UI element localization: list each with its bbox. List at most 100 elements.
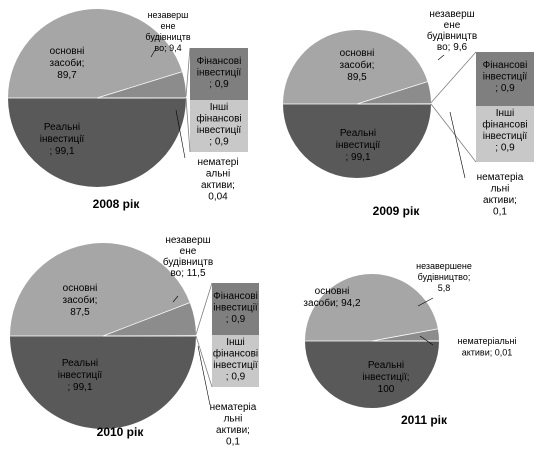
breakdown-label-financial-investments-line: ; 0,9	[495, 83, 515, 94]
label-unfinished-construction: незаверш ене будівництв во; 11,5	[163, 235, 213, 279]
label-intangible-assets: нематеріа льні активи; 0,1	[210, 402, 257, 448]
label-real-investments-line: ; 99,1	[345, 152, 370, 163]
breakdown-label-financial-investments-line: ; 0,9	[209, 79, 229, 90]
label-fixed-assets-line: засоби;	[50, 57, 85, 69]
breakdown-label-other-financial-investments-line: ; 0,9	[209, 137, 229, 148]
connector-line	[430, 51, 477, 103]
label-unfinished-construction-line: незаверш	[165, 235, 210, 246]
label-unfinished-construction: незавершене будівництво; 5,8	[416, 261, 472, 293]
label-intangible-assets: нематеріальні активи; 0,01	[458, 336, 517, 358]
label-intangible-assets-line: активи;	[483, 195, 517, 206]
breakdown-label-financial-investments-line: інвестиції	[213, 303, 258, 314]
label-unfinished-construction-line: ене	[444, 20, 461, 31]
breakdown-label-other-financial-investments: Інші фінансові інвестиції; 0,9	[196, 102, 241, 148]
breakdown-bar-financial-investments	[212, 283, 259, 335]
label-unfinished-construction-line: во; 9,6	[437, 42, 468, 53]
label-fixed-assets-line: основні	[50, 46, 85, 57]
label-unfinished-construction: незаверш ене будівництв во; 9,4	[145, 10, 190, 53]
label-real-investments-line: Реальні	[62, 358, 98, 369]
breakdown-bar-other-financial-investments	[476, 106, 534, 162]
chart-title: 2009 рік	[373, 204, 421, 218]
breakdown-label-financial-investments-line: Фінансові	[483, 60, 528, 71]
breakdown-label-other-financial-investments-line: ; 0,9	[226, 372, 246, 383]
label-fixed-assets-line: основні	[340, 48, 375, 59]
breakdown-bar-financial-investments	[190, 48, 248, 100]
connector-line	[430, 103, 477, 163]
label-unfinished-construction-line: во; 11,5	[170, 268, 205, 279]
label-real-investments-line: Реальні	[340, 128, 376, 139]
label-real-investments-line: інвестиції	[336, 140, 381, 151]
label-real-investments-line: інвестиції	[58, 370, 103, 381]
label-real-investments: Реальні інвестиції; 99,1	[58, 358, 103, 393]
pie-slice-fixed-assets	[283, 29, 428, 104]
label-unfinished-construction-line: будівництв	[427, 30, 477, 42]
label-intangible-assets-line: льні	[224, 414, 243, 425]
breakdown-bar-financial-investments	[476, 52, 534, 106]
label-intangible-assets-line: активи; 0,01	[462, 348, 513, 358]
breakdown-label-other-financial-investments-line: фінансові	[196, 113, 241, 125]
label-intangible-assets-line: льні	[491, 184, 510, 195]
pie-slice-real-investments	[305, 341, 439, 408]
breakdown-label-other-financial-investments: Інші фінансові інвестиції; 0,9	[213, 337, 258, 383]
pie-slice-real-investments	[10, 336, 196, 429]
label-intangible-assets-line: 0,1	[226, 437, 240, 448]
pie-slice-fixed-assets	[10, 243, 190, 336]
label-real-investments: Реальні інвестиції; 100	[362, 360, 409, 395]
breakdown-label-financial-investments-line: інвестиції	[197, 68, 242, 79]
label-fixed-assets-line: 89,5	[347, 72, 367, 83]
label-real-investments-line: ; 99,1	[67, 382, 92, 393]
chart-title: 2010 рік	[97, 425, 145, 439]
label-intangible-assets-line: 0,1	[493, 207, 507, 218]
label-fixed-assets-line: засоби; 94,2	[303, 297, 361, 309]
chart-title: 2008 рік	[93, 197, 141, 211]
label-real-investments: Реальні інвестиції; 99,1	[40, 122, 85, 157]
label-unfinished-construction-line: ене	[180, 246, 197, 257]
label-fixed-assets: основні засоби; 89,7	[50, 46, 85, 81]
label-fixed-assets-line: засоби;	[340, 59, 375, 71]
label-intangible-assets-line: активи;	[201, 180, 235, 191]
label-fixed-assets-line: основні	[315, 286, 350, 297]
label-intangible-assets-line: 0,04	[208, 192, 228, 203]
breakdown-label-other-financial-investments-line: інвестиції	[213, 360, 258, 371]
label-real-investments-line: 100	[378, 384, 395, 395]
label-intangible-assets: нематері альні активи; 0,04	[197, 157, 238, 203]
leader-line-intangible-assets	[449, 111, 466, 179]
label-real-investments-line: інвестиції	[40, 134, 85, 145]
connector-line	[185, 47, 191, 97]
breakdown-label-financial-investments: Фінансові інвестиції; 0,9	[197, 56, 242, 90]
connector-line	[195, 282, 213, 335]
leader-line-intangible-assets	[419, 335, 434, 346]
label-fixed-assets-line: 87,5	[70, 307, 90, 318]
label-unfinished-construction-line: незаверш	[429, 9, 474, 20]
breakdown-label-other-financial-investments-line: ; 0,9	[495, 143, 515, 154]
breakdown-label-other-financial-investments-line: інвестиції	[483, 131, 528, 142]
breakdown-label-other-financial-investments-line: фінансові	[213, 348, 258, 360]
label-real-investments: Реальні інвестиції; 99,1	[336, 128, 381, 163]
label-real-investments-line: ; 99,1	[49, 146, 74, 157]
leader-line-unfinished-construction	[417, 297, 434, 307]
label-unfinished-construction-line: будівництв	[145, 32, 190, 42]
label-intangible-assets-line: нематері	[197, 157, 238, 168]
connector-line	[195, 335, 213, 388]
leader-line-intangible-assets	[197, 345, 211, 406]
breakdown-label-financial-investments-line: інвестиції	[483, 72, 528, 83]
label-intangible-assets-line: активи;	[216, 425, 250, 436]
pie-slice-fixed-assets	[7, 8, 183, 98]
leader-line-unfinished-construction	[172, 295, 179, 303]
label-fixed-assets-line: 89,7	[57, 70, 77, 81]
breakdown-label-other-financial-investments-line: Інші	[496, 108, 515, 119]
label-unfinished-construction-line: будівництво;	[418, 272, 471, 282]
label-fixed-assets: основні засоби; 87,5	[63, 283, 98, 318]
label-unfinished-construction-line: незаверш	[148, 10, 189, 20]
breakdown-label-other-financial-investments: Інші фінансові інвестиції; 0,9	[482, 108, 527, 154]
label-real-investments-line: Реальні	[44, 122, 80, 133]
breakdown-label-financial-investments-line: Фінансові	[197, 56, 242, 67]
slice-separator	[356, 81, 428, 105]
label-fixed-assets: основні засоби; 94,2	[303, 286, 361, 309]
chart-title: 2011 рік	[401, 413, 448, 427]
slice-separator	[96, 71, 183, 99]
breakdown-label-other-financial-investments-line: інвестиції	[197, 125, 242, 136]
